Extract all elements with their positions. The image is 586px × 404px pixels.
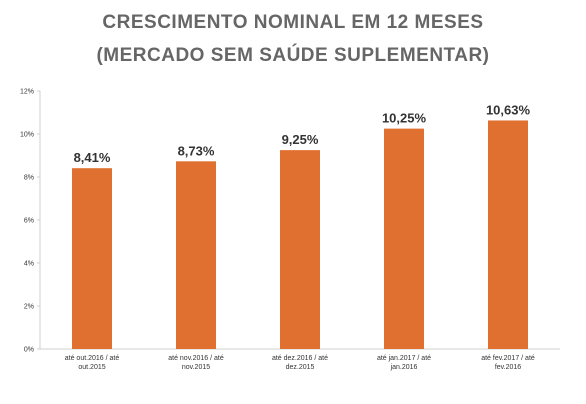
data-label: 10,63% — [486, 102, 531, 117]
chart-subtitle: (MERCADO SEM SAÚDE SUPLEMENTAR) — [96, 45, 490, 66]
x-tick-label: até dez.2016 / até dez.2015 — [272, 355, 328, 371]
y-tick-label: 8% — [24, 175, 34, 182]
chart-title: CRESCIMENTO NOMINAL EM 12 MESES — [102, 12, 484, 33]
y-tick-label: 12% — [20, 89, 34, 96]
bar — [488, 120, 528, 349]
x-tick-label: até fev.2017 / até fev.2016 — [481, 355, 535, 371]
data-label: 10,25% — [382, 111, 427, 126]
y-tick-label: 0% — [24, 347, 34, 354]
bar — [176, 161, 216, 349]
bar — [384, 128, 424, 349]
y-tick-label: 6% — [24, 218, 34, 225]
y-tick-label: 10% — [20, 132, 34, 139]
bar — [72, 168, 112, 349]
y-tick-label: 2% — [24, 304, 34, 311]
bar — [280, 150, 320, 349]
y-tick-label: 4% — [24, 261, 34, 268]
data-label: 8,41% — [74, 150, 111, 165]
x-tick-label: até nov.2016 / até nov.2015 — [168, 355, 224, 371]
x-tick-label: até out.2016 / até out.2015 — [65, 355, 120, 371]
data-label: 8,73% — [178, 143, 215, 158]
data-label: 9,25% — [282, 132, 319, 147]
x-tick-label: até jan.2017 / até jan.2016 — [377, 355, 431, 371]
